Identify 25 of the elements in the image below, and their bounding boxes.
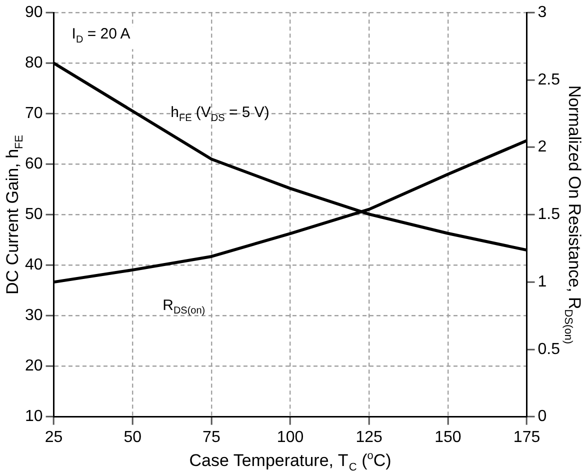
y2-tick-label: 3: [538, 4, 547, 22]
y-tick-label: 20: [25, 358, 43, 375]
y2-tick-label: 1: [538, 273, 547, 290]
x-tick-label: 25: [44, 428, 63, 446]
x-tick-label: 175: [513, 428, 540, 446]
x-tick-label: 125: [356, 428, 383, 446]
x-tick-label: 75: [202, 428, 220, 446]
y2-tick-label: 1.5: [538, 206, 560, 224]
x-tick-label: 150: [434, 428, 462, 446]
y-tick-label: 90: [25, 4, 43, 22]
y2-tick-label: 0.5: [538, 340, 560, 358]
y-axis-title: DC Current Gain, hFE: [3, 134, 26, 294]
y-tick-label: 10: [25, 408, 43, 426]
y-tick-label: 40: [25, 256, 43, 274]
y-tick-label: 80: [25, 54, 43, 72]
y-tick-label: 60: [25, 156, 43, 173]
y2-tick-label: 2.5: [538, 71, 560, 88]
y2-axis-title: Normalized On Resistance, RDS(on): [562, 85, 584, 344]
x-tick-label: 50: [124, 428, 142, 446]
y-tick-label: 70: [25, 105, 43, 122]
y2-tick-label: 2: [538, 138, 547, 156]
x-tick-label: 100: [276, 428, 304, 446]
y-tick-label: 50: [25, 206, 43, 224]
y-tick-label: 30: [25, 307, 43, 324]
y2-tick-label: 0: [538, 408, 547, 426]
